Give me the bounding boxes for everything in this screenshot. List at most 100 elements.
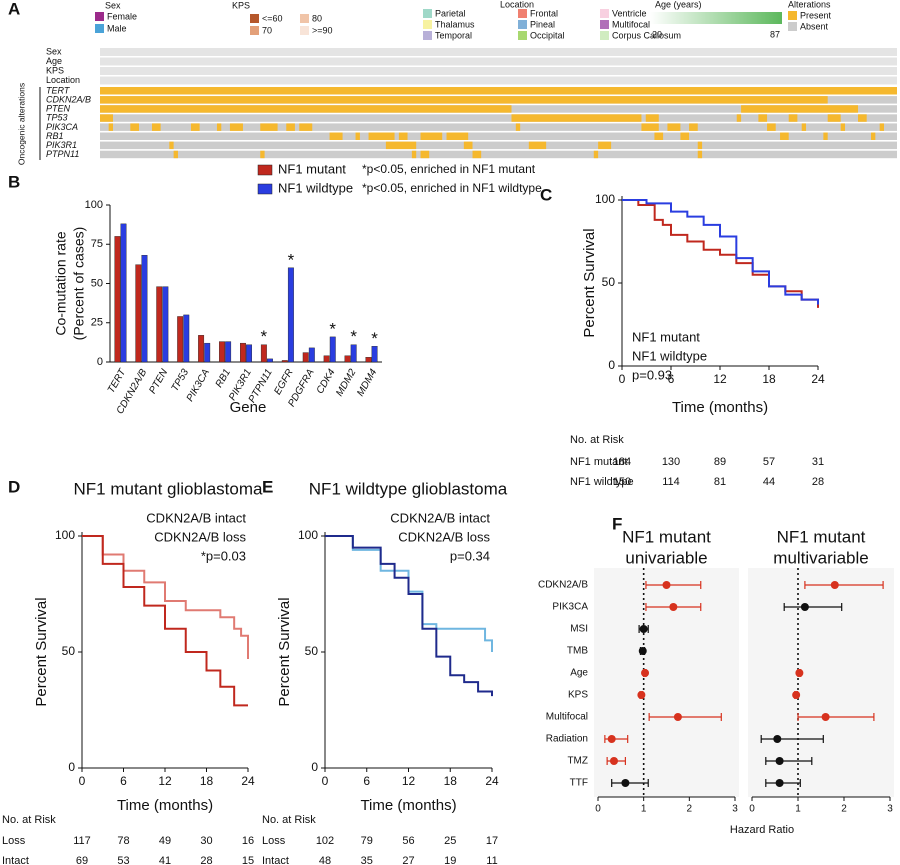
panel-label: D bbox=[8, 477, 20, 496]
estimate bbox=[775, 757, 784, 765]
significance-marker: * bbox=[350, 327, 357, 346]
legend-title: Alterations bbox=[788, 0, 831, 9]
bar bbox=[260, 344, 267, 363]
legend-swatch bbox=[300, 26, 309, 35]
risk-count: 49 bbox=[159, 835, 171, 847]
bar bbox=[219, 341, 225, 363]
legend-swatch bbox=[423, 31, 432, 40]
panel-title: NF1 mutant bbox=[622, 527, 711, 546]
x-tick-label: 0 bbox=[619, 372, 626, 386]
alteration bbox=[689, 123, 698, 131]
risk-label: NF1 wildtype bbox=[570, 476, 634, 488]
y-tick-label: 0 bbox=[68, 760, 75, 774]
alteration bbox=[593, 150, 599, 159]
bar bbox=[135, 264, 142, 363]
risk-title: No. at Risk bbox=[570, 434, 624, 446]
row-label: TTF bbox=[570, 778, 588, 789]
x-tick-label: 12 bbox=[402, 774, 416, 788]
alteration bbox=[827, 114, 841, 122]
row-label: Age bbox=[46, 56, 62, 66]
estimate bbox=[637, 691, 646, 699]
x-tick-label: 6 bbox=[363, 774, 370, 788]
alteration bbox=[299, 123, 313, 131]
alteration bbox=[100, 105, 512, 113]
alteration bbox=[598, 141, 612, 150]
absent-track bbox=[100, 150, 897, 159]
row-label: TMB bbox=[567, 646, 588, 657]
bar bbox=[323, 355, 330, 363]
significance-marker: * bbox=[329, 319, 336, 338]
alteration bbox=[385, 141, 417, 150]
legend-swatch bbox=[250, 14, 259, 23]
estimate bbox=[792, 691, 801, 699]
y-axis-label: Percent Survival bbox=[276, 597, 293, 706]
x-axis-label: Time (months) bbox=[360, 797, 456, 814]
legend-label: Thalamus bbox=[435, 19, 475, 29]
alteration bbox=[420, 132, 443, 140]
gene-label: RB1 bbox=[46, 131, 64, 141]
bar bbox=[177, 316, 184, 363]
group-label: Oncogenic alterations bbox=[16, 83, 26, 165]
x-tick-label: 24 bbox=[485, 774, 499, 788]
legend-label: <=60 bbox=[262, 13, 283, 23]
risk-count: 102 bbox=[316, 835, 334, 847]
risk-count: 130 bbox=[662, 456, 680, 468]
bar bbox=[308, 347, 315, 363]
panel-label: F bbox=[612, 514, 622, 533]
estimate bbox=[773, 735, 782, 743]
risk-count: 25 bbox=[444, 835, 456, 847]
x-tick-label: RB1 bbox=[214, 367, 233, 389]
legend-swatch bbox=[257, 183, 273, 195]
risk-count: 31 bbox=[812, 456, 824, 468]
legend-label: Corpus Callosum bbox=[612, 30, 681, 40]
age-gradient bbox=[650, 12, 782, 24]
y-tick-label: 50 bbox=[91, 277, 103, 289]
legend-swatch bbox=[95, 24, 104, 33]
risk-count: 19 bbox=[444, 855, 456, 865]
risk-count: 15 bbox=[242, 855, 254, 865]
legend-label: Occipital bbox=[530, 30, 565, 40]
legend-label: Present bbox=[800, 10, 832, 20]
legend-title: Location bbox=[500, 0, 534, 9]
alteration bbox=[840, 123, 846, 131]
risk-count: 53 bbox=[117, 855, 129, 865]
risk-count: 28 bbox=[812, 476, 824, 488]
legend-swatch bbox=[250, 26, 259, 35]
legend-swatch bbox=[257, 164, 273, 176]
bar bbox=[365, 357, 372, 363]
alteration bbox=[216, 123, 222, 131]
alteration bbox=[697, 141, 703, 150]
alteration bbox=[667, 123, 681, 131]
absent-track bbox=[100, 141, 897, 150]
x-tick-label: 24 bbox=[811, 372, 825, 386]
risk-count: 16 bbox=[242, 835, 254, 847]
estimate bbox=[800, 603, 809, 611]
x-tick-label: 1 bbox=[795, 804, 801, 815]
bar bbox=[246, 344, 253, 363]
estimate bbox=[795, 669, 804, 677]
legend-swatch bbox=[600, 9, 609, 18]
legend-label: Parietal bbox=[435, 8, 466, 18]
legend-range: 87 bbox=[770, 29, 780, 39]
legend-label: NF1 mutant bbox=[632, 329, 700, 344]
absent-track bbox=[100, 114, 897, 122]
alteration bbox=[260, 123, 278, 131]
alteration bbox=[515, 123, 521, 131]
alteration bbox=[758, 114, 768, 122]
legend-label: Absent bbox=[800, 21, 829, 31]
significance-marker: * bbox=[288, 250, 295, 269]
y-tick-label: 50 bbox=[602, 275, 616, 289]
row-label: KPS bbox=[568, 690, 588, 701]
alteration bbox=[697, 150, 703, 159]
legend-label: Male bbox=[107, 23, 127, 33]
y-tick-label: 50 bbox=[62, 644, 76, 658]
row-label: PIK3CA bbox=[552, 602, 588, 613]
bar bbox=[162, 286, 169, 363]
legend-label: Pineal bbox=[530, 19, 555, 29]
risk-count: 78 bbox=[117, 835, 129, 847]
y-tick-label: 100 bbox=[298, 528, 318, 542]
panel-label: B bbox=[8, 172, 20, 191]
risk-title: No. at Risk bbox=[2, 814, 56, 826]
absent-track bbox=[100, 123, 897, 131]
y-tick-label: 0 bbox=[311, 760, 318, 774]
